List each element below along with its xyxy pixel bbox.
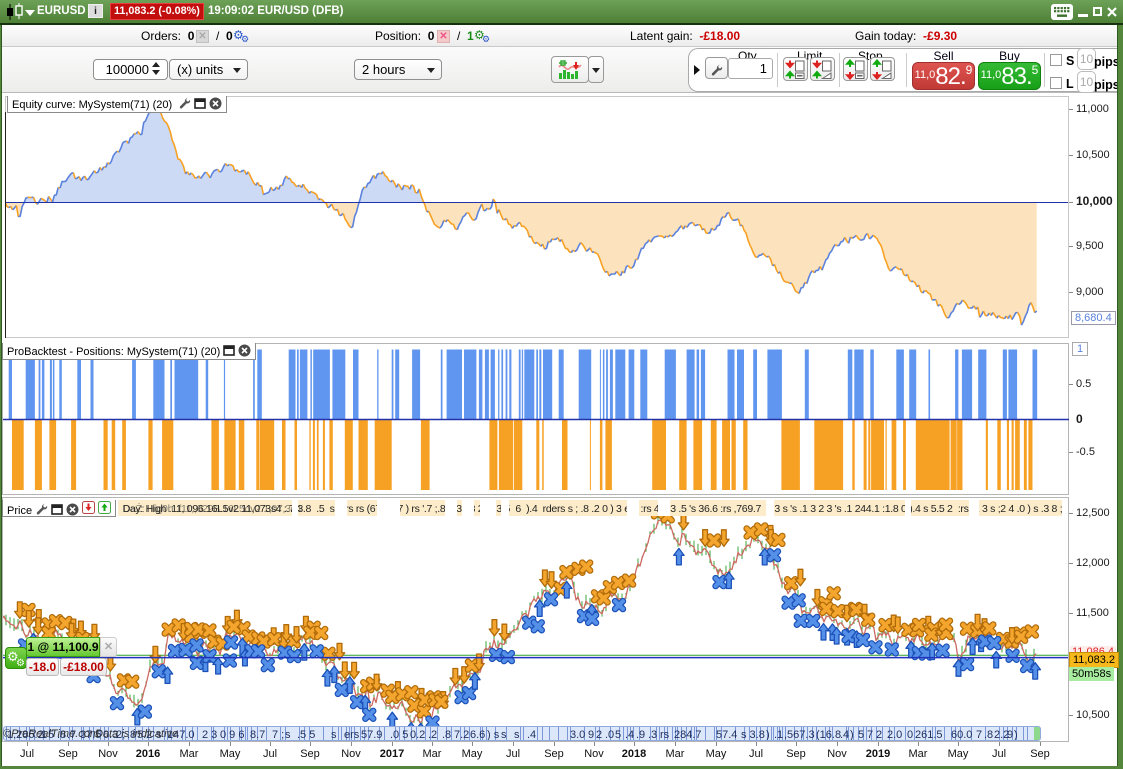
svg-text:⚙: ⚙ xyxy=(16,658,25,668)
svg-text:⚙: ⚙ xyxy=(233,28,244,42)
svg-text:⚙: ⚙ xyxy=(7,649,19,664)
svg-text:⚙: ⚙ xyxy=(241,34,249,43)
svg-text:⚙: ⚙ xyxy=(474,28,485,42)
svg-text:⚙: ⚙ xyxy=(482,34,490,43)
